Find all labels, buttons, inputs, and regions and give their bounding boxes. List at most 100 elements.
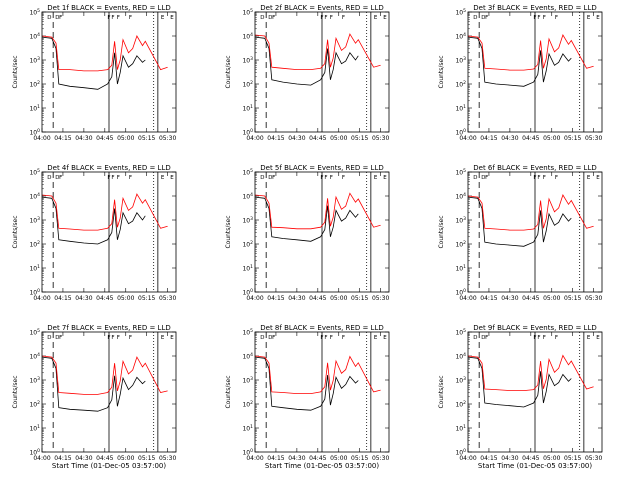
y-tick-base: 10	[455, 10, 463, 17]
flag-label: D	[481, 335, 485, 341]
x-tick-label: 05:30	[372, 295, 389, 302]
flag-label: D	[260, 15, 264, 21]
y-tick-base: 10	[242, 10, 250, 17]
flag-label: F	[129, 335, 132, 341]
x-tick-label: 05:00	[117, 455, 134, 462]
panel-7: Det 7f BLACK = Events, RED = LLD Counts/s…	[12, 324, 176, 470]
y-tick-exponent: 3	[250, 376, 253, 382]
y-tick-base: 10	[29, 402, 37, 409]
y-tick-label: 105	[29, 8, 40, 17]
flag-label: D	[55, 15, 59, 21]
lld-series-line	[254, 33, 381, 70]
y-tick-label: 102	[455, 240, 466, 249]
x-tick-label: 04:00	[246, 295, 263, 302]
y-tick-label: 101	[242, 264, 253, 273]
panel-9: Det 9f BLACK = Events, RED = LLD Counts/s…	[438, 324, 602, 470]
flag-label: E	[596, 335, 600, 341]
x-tick-label: 04:00	[459, 135, 476, 142]
y-tick-exponent: 5	[250, 8, 253, 14]
y-tick-exponent: 1	[463, 104, 466, 110]
flag-label: F	[342, 175, 345, 181]
y-tick-base: 10	[455, 242, 463, 249]
x-tick-label: 05:30	[585, 295, 602, 302]
flag-label: E	[161, 175, 165, 181]
y-tick-exponent: 5	[463, 328, 466, 334]
flag-label: F	[111, 15, 114, 21]
flag-label: D	[260, 335, 264, 341]
y-tick-label: 101	[242, 104, 253, 113]
flag-label: F	[272, 15, 275, 21]
panel-8: Det 8f BLACK = Events, RED = LLD Counts/s…	[225, 324, 389, 470]
y-axis-label: Counts/sec	[12, 55, 19, 88]
x-tick-label: 04:15	[267, 135, 284, 142]
y-tick-exponent: 0	[250, 448, 253, 454]
x-tick-label: 04:45	[309, 295, 326, 302]
flag-label: E	[596, 175, 600, 181]
plot-frame	[41, 331, 177, 453]
flag-label: F	[320, 335, 323, 341]
y-tick-base: 10	[455, 402, 463, 409]
y-tick-exponent: 4	[250, 192, 253, 198]
y-tick-exponent: 1	[463, 424, 466, 430]
panel-title: Det 4f BLACK = Events, RED = LLD	[47, 164, 170, 172]
y-tick-exponent: 0	[463, 288, 466, 294]
flag-label: F	[533, 15, 536, 21]
y-tick-label: 105	[29, 168, 40, 177]
x-tick-label: 04:15	[480, 455, 497, 462]
flag-label: F	[330, 15, 333, 21]
x-tick-label: 04:00	[246, 135, 263, 142]
flag-label: F	[59, 175, 62, 181]
y-tick-exponent: 4	[463, 352, 466, 358]
y-tick-exponent: 2	[463, 400, 466, 406]
x-tick-label: 05:00	[330, 295, 347, 302]
y-tick-label: 101	[242, 424, 253, 433]
y-tick-exponent: 1	[37, 264, 40, 270]
y-tick-base: 10	[455, 290, 463, 297]
y-tick-base: 10	[29, 450, 37, 457]
events-series-line	[254, 356, 359, 411]
x-tick-label: 04:30	[75, 455, 92, 462]
y-tick-base: 10	[242, 218, 250, 225]
y-tick-base: 10	[242, 426, 250, 433]
y-tick-base: 10	[242, 266, 250, 273]
y-axis-label: Counts/sec	[225, 215, 232, 248]
plot-frame	[254, 171, 390, 293]
y-tick-base: 10	[29, 106, 37, 113]
flag-label: F	[543, 335, 546, 341]
y-tick-exponent: 1	[37, 424, 40, 430]
y-tick-base: 10	[29, 170, 37, 177]
flag-label: F	[111, 335, 114, 341]
plot-frame	[254, 331, 390, 453]
y-tick-exponent: 4	[37, 32, 40, 38]
y-tick-exponent: 2	[250, 80, 253, 86]
x-tick-label: 05:30	[372, 455, 389, 462]
y-tick-base: 10	[29, 82, 37, 89]
y-tick-label: 101	[455, 104, 466, 113]
x-tick-label: 05:15	[351, 135, 368, 142]
flag-label: F	[59, 15, 62, 21]
flag-label: F	[111, 175, 114, 181]
y-tick-label: 103	[455, 376, 466, 385]
y-tick-exponent: 3	[463, 56, 466, 62]
flag-label: D	[268, 15, 272, 21]
y-tick-exponent: 3	[37, 56, 40, 62]
y-tick-label: 103	[29, 56, 40, 65]
flag-label: D	[47, 175, 51, 181]
y-tick-base: 10	[242, 450, 250, 457]
events-series-line	[254, 196, 359, 242]
y-axis-label: Counts/sec	[12, 215, 19, 248]
panel-1: Det 1f BLACK = Events, RED = LLD Counts/s…	[12, 4, 176, 142]
x-tick-label: 05:15	[138, 135, 155, 142]
y-tick-label: 103	[29, 376, 40, 385]
flag-label: D	[481, 175, 485, 181]
flag-label: F	[117, 15, 120, 21]
lld-series-line	[254, 192, 381, 230]
y-tick-label: 105	[455, 328, 466, 337]
y-tick-exponent: 5	[37, 8, 40, 14]
flag-label: F	[324, 335, 327, 341]
flag-label: F	[342, 15, 345, 21]
x-tick-label: 04:00	[459, 295, 476, 302]
y-tick-label: 104	[455, 192, 466, 201]
y-tick-base: 10	[455, 330, 463, 337]
